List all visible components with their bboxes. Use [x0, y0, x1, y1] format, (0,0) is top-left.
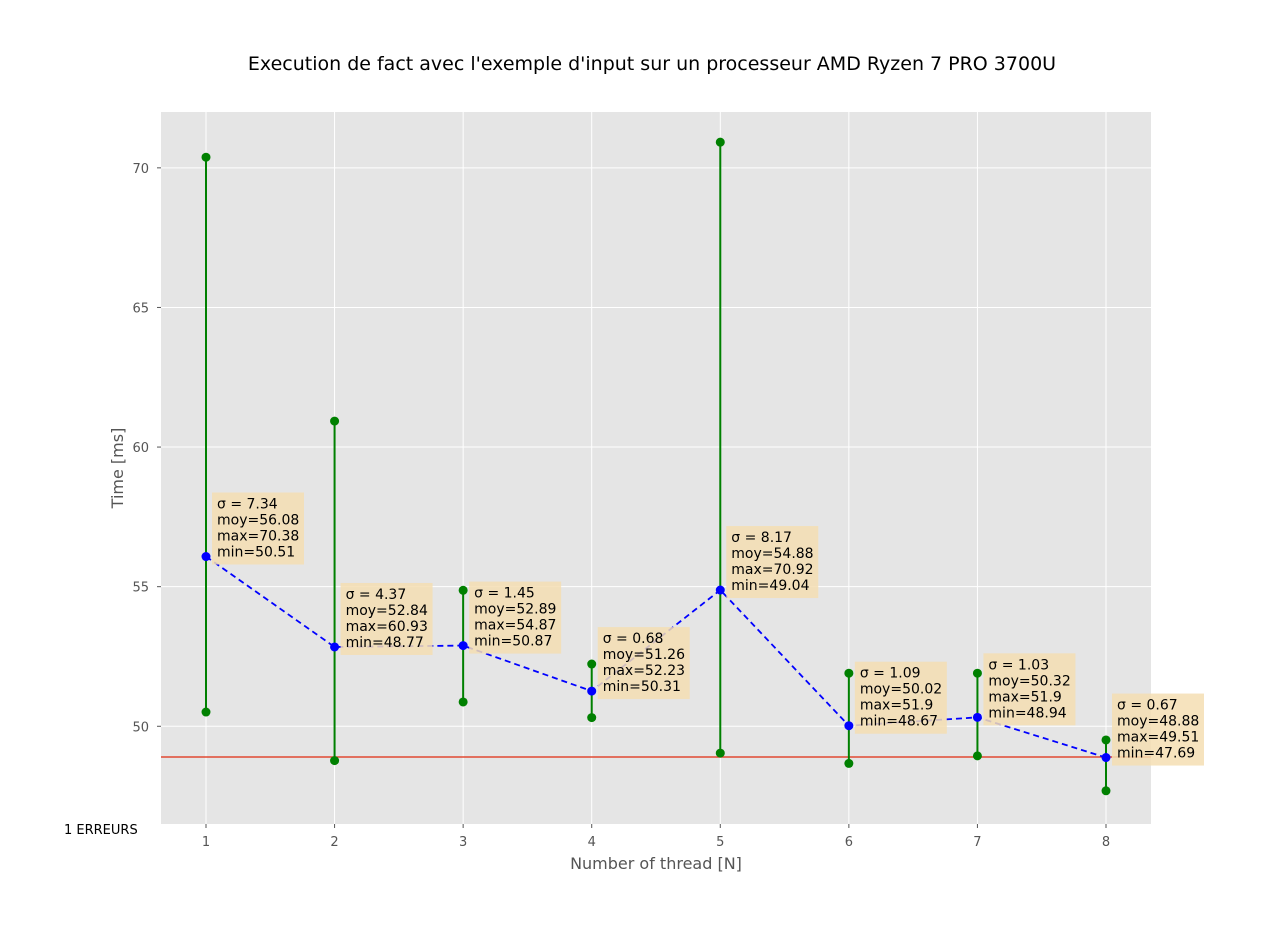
max-point-5 [715, 137, 725, 147]
annotation-text-1-1: σ = 7.34 [217, 497, 278, 513]
y-ticks: 50 55 60 65 70 [132, 162, 161, 735]
annotation-text-5-2: moy=54.88 [731, 546, 813, 562]
x-axis-label: Number of thread [N] [570, 854, 742, 873]
min-point-5 [715, 748, 725, 758]
y-tick-label-55: 55 [132, 581, 149, 596]
annotation-text-8-3: max=49.51 [1117, 730, 1199, 746]
annotation-text-6-1: σ = 1.09 [860, 666, 921, 682]
annotation-text-7-3: max=51.9 [988, 689, 1061, 705]
annotation-text-7-1: σ = 1.03 [988, 657, 1049, 673]
range-bars [205, 142, 1107, 791]
annotation-box-2 [340, 582, 433, 655]
x-tick-label-2: 2 [330, 835, 338, 850]
annotation-text-3-3: max=54.87 [474, 618, 556, 634]
annotation-text-4-1: σ = 0.68 [603, 631, 664, 647]
mean-point-1 [201, 552, 211, 562]
x-ticks: 1 2 3 4 5 6 7 8 [202, 824, 1110, 850]
annotation-text-4-2: moy=51.26 [603, 647, 685, 663]
annotation-text-2-2: moy=52.84 [346, 603, 428, 619]
y-tick-label-60: 60 [132, 441, 149, 456]
error-count-label: 1 ERREURS [64, 823, 138, 838]
annotation-text-7-4: min=48.94 [988, 705, 1066, 721]
min-point-1 [201, 707, 211, 717]
max-point-1 [201, 152, 211, 162]
annotation-text-2-1: σ = 4.37 [346, 587, 407, 603]
mean-point-5 [715, 585, 725, 595]
annotation-text-6-2: moy=50.02 [860, 682, 942, 698]
annotation-text-2-3: max=60.93 [346, 619, 428, 635]
annotation-text-1-3: max=70.38 [217, 529, 299, 545]
annotation-box-4 [597, 627, 690, 700]
x-tick-label-1: 1 [202, 835, 210, 850]
annotation-box-5 [726, 526, 819, 599]
annotation-box-6 [854, 661, 947, 734]
annotation-text-3-1: σ = 1.45 [474, 586, 535, 602]
min-point-7 [972, 751, 982, 761]
max-point-3 [458, 585, 468, 595]
annotation-text-4-3: max=52.23 [603, 663, 685, 679]
min-point-3 [458, 697, 468, 707]
annotation-text-3-4: min=50.87 [474, 634, 552, 650]
max-point-4 [587, 659, 597, 669]
mean-point-3 [458, 641, 468, 651]
points [201, 137, 1111, 796]
annotation-text-6-3: max=51.9 [860, 698, 933, 714]
annotation-text-8-2: moy=48.88 [1117, 714, 1199, 730]
x-tick-label-7: 7 [973, 835, 981, 850]
x-tick-label-5: 5 [716, 835, 724, 850]
min-point-4 [587, 713, 597, 723]
annotation-text-2-4: min=48.77 [346, 635, 424, 651]
max-point-8 [1101, 735, 1111, 745]
annotation-text-6-4: min=48.67 [860, 714, 938, 730]
annotation-box-8 [1112, 693, 1204, 766]
annotation-box-1 [212, 492, 304, 565]
max-point-6 [844, 668, 854, 678]
mean-point-6 [844, 721, 854, 731]
mean-point-4 [587, 686, 597, 696]
y-tick-label-70: 70 [132, 162, 149, 177]
mean-point-2 [330, 642, 340, 652]
mean-point-8 [1101, 753, 1111, 763]
chart-title: Execution de fact avec l'exemple d'input… [248, 53, 1056, 75]
min-point-2 [330, 756, 340, 766]
annotation-text-4-4: min=50.31 [603, 679, 681, 695]
min-point-6 [844, 758, 854, 768]
max-point-7 [972, 668, 982, 678]
annotation-text-5-4: min=49.04 [731, 578, 809, 594]
annotation-box-7 [983, 653, 1076, 726]
x-tick-label-6: 6 [845, 835, 853, 850]
annotation-text-7-2: moy=50.32 [988, 673, 1070, 689]
annotation-text-8-1: σ = 0.67 [1117, 698, 1178, 714]
annotation-text-8-4: min=47.69 [1117, 746, 1195, 762]
y-tick-label-65: 65 [132, 301, 149, 316]
annotation-text-5-3: max=70.92 [731, 562, 813, 578]
annotation-text-1-2: moy=56.08 [217, 513, 299, 529]
annotation-text-1-4: min=50.51 [217, 545, 295, 561]
min-point-8 [1101, 786, 1111, 796]
annotation-box-3 [469, 581, 562, 654]
y-tick-label-50: 50 [132, 720, 149, 735]
x-tick-label-3: 3 [459, 835, 467, 850]
y-axis-label: Time [ms] [108, 428, 127, 510]
annotation-text-3-2: moy=52.89 [474, 602, 556, 618]
max-point-2 [330, 416, 340, 426]
x-tick-label-8: 8 [1102, 835, 1110, 850]
annotation-text-5-1: σ = 8.17 [731, 530, 792, 546]
x-tick-label-4: 4 [588, 835, 596, 850]
mean-point-7 [972, 712, 982, 722]
